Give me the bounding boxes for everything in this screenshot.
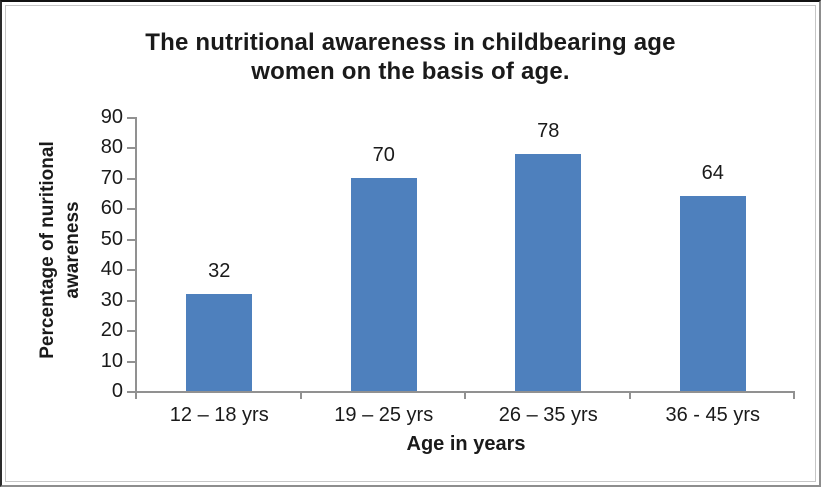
x-axis-title: Age in years [406,433,526,455]
y-axis-tick [127,330,135,333]
y-axis-tick [127,177,135,180]
y-tick-label: 30 [100,288,123,311]
y-axis-line [135,117,137,393]
y-axis-tick [127,391,135,393]
x-axis-tick [299,393,302,399]
y-tick-label: 50 [100,227,123,250]
y-axis-tick [127,269,135,272]
x-category-label: 12 – 18 yrs [169,404,269,426]
y-tick-label: 60 [100,197,123,220]
chart-title: The nutritional awareness in childbearin… [2,28,819,86]
y-tick-label: 70 [100,166,123,189]
x-axis-tick [464,393,466,399]
x-category-label: 26 – 35 yrs [498,404,598,426]
x-category-label: 36 - 45 yrs [665,404,760,426]
y-axis-tick [127,117,135,119]
bar-value-label: 70 [372,143,395,166]
x-axis-tick [793,393,795,399]
chart-title-line-1: The nutritional awareness in childbearin… [145,29,676,56]
bar [515,153,582,391]
bar-value-label: 64 [701,162,724,185]
x-axis-tick [135,393,137,399]
y-tick-label: 10 [100,349,123,372]
bar [350,177,417,391]
x-axis-tick [628,393,631,399]
x-axis-line [135,391,795,393]
y-axis-tick [127,208,135,211]
y-tick-label: 20 [100,319,123,342]
bar-value-label: 78 [537,119,560,142]
bar [679,196,746,391]
x-category-label: 19 – 25 yrs [334,404,434,426]
y-tick-label: 0 [111,380,123,402]
y-tick-label: 40 [100,258,123,281]
y-axis-tick [127,360,135,363]
chart-title-line-2: women on the basis of age. [251,58,570,85]
y-axis-tick [127,299,135,302]
bar [186,293,253,391]
bar-value-label: 32 [208,259,231,282]
y-tick-label: 80 [100,136,123,159]
y-tick-label: 90 [100,106,123,128]
y-axis-tick [127,147,135,150]
y-axis-tick [127,238,135,241]
